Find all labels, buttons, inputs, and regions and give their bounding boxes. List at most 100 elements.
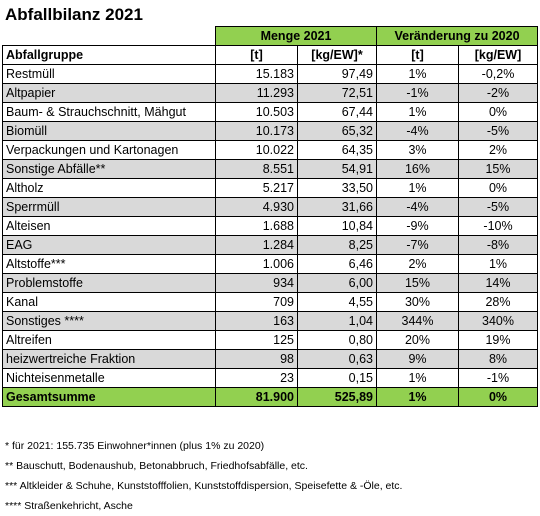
- table-row: Altreifen 125 0,80 20% 19%: [2, 330, 538, 350]
- cell-menge-kg-ew: 72,51: [297, 83, 377, 103]
- cell-menge-kg-ew: 0,15: [297, 368, 377, 388]
- cell-menge-kg-ew: 65,32: [297, 121, 377, 141]
- cell-menge-kg-ew: 6,46: [297, 254, 377, 274]
- cell-veraenderung-t: -9%: [376, 216, 459, 236]
- cell-veraenderung-t: -4%: [376, 121, 459, 141]
- cell-abfallgruppe: Gesamtsumme: [2, 387, 216, 407]
- cell-menge-t: 81.900: [215, 387, 298, 407]
- cell-veraenderung-t: 16%: [376, 159, 459, 179]
- cell-menge-t: 15.183: [215, 64, 298, 84]
- cell-menge-kg-ew: 33,50: [297, 178, 377, 198]
- footnote-1: * für 2021: 155.735 Einwohner*innen (plu…: [5, 440, 265, 452]
- table-row: Altpapier 11.293 72,51 -1% -2%: [2, 83, 538, 103]
- cell-abfallgruppe: Kanal: [2, 292, 216, 312]
- cell-abfallgruppe: Biomüll: [2, 121, 216, 141]
- cell-veraenderung-t: 9%: [376, 349, 459, 369]
- cell-veraenderung-t: 1%: [376, 64, 459, 84]
- cell-menge-kg-ew: 31,66: [297, 197, 377, 217]
- cell-veraenderung-kg-ew: -1%: [458, 368, 538, 388]
- cell-menge-kg-ew: 0,80: [297, 330, 377, 350]
- column-header-abfallgruppe: Abfallgruppe: [2, 45, 216, 65]
- table-row: Nichteisenmetalle 23 0,15 1% -1%: [2, 368, 538, 388]
- cell-veraenderung-kg-ew: 19%: [458, 330, 538, 350]
- cell-menge-t: 125: [215, 330, 298, 350]
- table-row: Verpackungen und Kartonagen 10.022 64,35 3%…: [2, 140, 538, 160]
- cell-veraenderung-kg-ew: 14%: [458, 273, 538, 293]
- cell-veraenderung-kg-ew: 28%: [458, 292, 538, 312]
- cell-veraenderung-kg-ew: -10%: [458, 216, 538, 236]
- cell-veraenderung-t: 15%: [376, 273, 459, 293]
- cell-veraenderung-t: 2%: [376, 254, 459, 274]
- cell-abfallgruppe: Sonstige Abfälle**: [2, 159, 216, 179]
- cell-abfallgruppe: Verpackungen und Kartonagen: [2, 140, 216, 160]
- group-header-veraenderung: Veränderung zu 2020: [376, 26, 538, 46]
- cell-veraenderung-t: 1%: [376, 102, 459, 122]
- cell-menge-t: 5.217: [215, 178, 298, 198]
- table-row: heizwertreiche Fraktion 98 0,63 9% 8%: [2, 349, 538, 369]
- cell-menge-t: 163: [215, 311, 298, 331]
- table-row: Alteisen 1.688 10,84 -9% -10%: [2, 216, 538, 236]
- cell-veraenderung-kg-ew: -2%: [458, 83, 538, 103]
- cell-abfallgruppe: Alteisen: [2, 216, 216, 236]
- cell-menge-kg-ew: 0,63: [297, 349, 377, 369]
- cell-abfallgruppe: Sperrmüll: [2, 197, 216, 217]
- table-row: Sonstiges **** 163 1,04 344% 340%: [2, 311, 538, 331]
- footnote-4: **** Straßenkehricht, Asche: [5, 500, 133, 512]
- cell-veraenderung-kg-ew: 0%: [458, 102, 538, 122]
- waste-balance-table: Menge 2021 Veränderung zu 2020 Abfallgru…: [2, 26, 538, 407]
- cell-veraenderung-kg-ew: -5%: [458, 197, 538, 217]
- cell-abfallgruppe: Altreifen: [2, 330, 216, 350]
- cell-veraenderung-kg-ew: 8%: [458, 349, 538, 369]
- cell-abfallgruppe: Altstoffe***: [2, 254, 216, 274]
- table-row: Problemstoffe 934 6,00 15% 14%: [2, 273, 538, 293]
- table-row: Sperrmüll 4.930 31,66 -4% -5%: [2, 197, 538, 217]
- cell-menge-kg-ew: 64,35: [297, 140, 377, 160]
- footnote-3: *** Altkleider & Schuhe, Kunststofffolie…: [5, 480, 403, 492]
- table-row: Kanal 709 4,55 30% 28%: [2, 292, 538, 312]
- cell-veraenderung-kg-ew: -8%: [458, 235, 538, 255]
- cell-veraenderung-t: 3%: [376, 140, 459, 160]
- column-header-menge-kg-ew: [kg/EW]*: [297, 45, 377, 65]
- cell-abfallgruppe: Sonstiges ****: [2, 311, 216, 331]
- cell-menge-t: 1.284: [215, 235, 298, 255]
- cell-menge-t: 10.503: [215, 102, 298, 122]
- cell-menge-kg-ew: 54,91: [297, 159, 377, 179]
- table-row: Biomüll 10.173 65,32 -4% -5%: [2, 121, 538, 141]
- footnote-2: ** Bauschutt, Bodenaushub, Betonabbruch,…: [5, 460, 308, 472]
- cell-menge-kg-ew: 525,89: [297, 387, 377, 407]
- cell-menge-t: 709: [215, 292, 298, 312]
- cell-menge-t: 8.551: [215, 159, 298, 179]
- cell-menge-t: 1.688: [215, 216, 298, 236]
- cell-abfallgruppe: Altpapier: [2, 83, 216, 103]
- cell-menge-t: 4.930: [215, 197, 298, 217]
- cell-menge-t: 10.173: [215, 121, 298, 141]
- table-row: Restmüll 15.183 97,49 1% -0,2%: [2, 64, 538, 84]
- cell-abfallgruppe: Nichteisenmetalle: [2, 368, 216, 388]
- group-header-row: Menge 2021 Veränderung zu 2020: [2, 26, 538, 46]
- cell-veraenderung-kg-ew: 2%: [458, 140, 538, 160]
- cell-veraenderung-t: 1%: [376, 368, 459, 388]
- cell-veraenderung-t: 1%: [376, 178, 459, 198]
- cell-menge-t: 98: [215, 349, 298, 369]
- table-row: EAG 1.284 8,25 -7% -8%: [2, 235, 538, 255]
- cell-veraenderung-t: 1%: [376, 387, 459, 407]
- column-header-veraenderung-t: [t]: [376, 45, 459, 65]
- column-header-menge-t: [t]: [215, 45, 298, 65]
- cell-veraenderung-t: 20%: [376, 330, 459, 350]
- cell-abfallgruppe: Restmüll: [2, 64, 216, 84]
- cell-menge-kg-ew: 4,55: [297, 292, 377, 312]
- footnotes: * für 2021: 155.735 Einwohner*innen (plu…: [5, 436, 402, 516]
- table-row: Altholz 5.217 33,50 1% 0%: [2, 178, 538, 198]
- cell-veraenderung-kg-ew: -5%: [458, 121, 538, 141]
- total-row: Gesamtsumme 81.900 525,89 1% 0%: [2, 387, 538, 407]
- cell-veraenderung-kg-ew: 0%: [458, 178, 538, 198]
- cell-veraenderung-kg-ew: 15%: [458, 159, 538, 179]
- cell-menge-kg-ew: 10,84: [297, 216, 377, 236]
- cell-abfallgruppe: heizwertreiche Fraktion: [2, 349, 216, 369]
- table-row: Sonstige Abfälle** 8.551 54,91 16% 15%: [2, 159, 538, 179]
- cell-menge-t: 10.022: [215, 140, 298, 160]
- cell-abfallgruppe: Problemstoffe: [2, 273, 216, 293]
- cell-veraenderung-t: -7%: [376, 235, 459, 255]
- cell-veraenderung-t: -4%: [376, 197, 459, 217]
- cell-veraenderung-kg-ew: 1%: [458, 254, 538, 274]
